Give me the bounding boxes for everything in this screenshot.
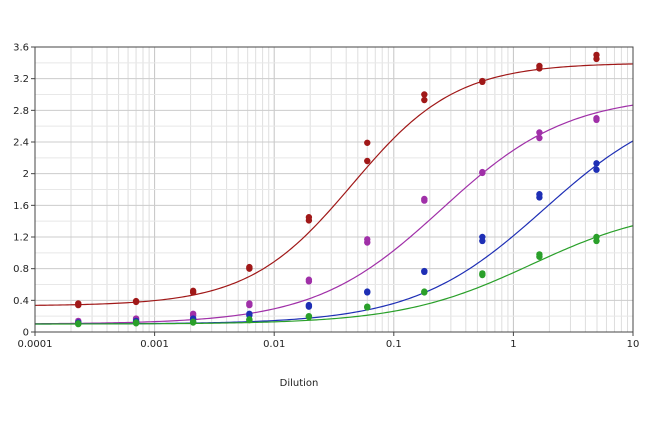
data-point <box>305 301 313 309</box>
data-point <box>246 310 253 317</box>
grid-layer <box>34 47 633 332</box>
y-tick-label: 2 <box>23 169 29 180</box>
data-point <box>364 236 371 243</box>
data-point <box>536 251 543 258</box>
data-point <box>132 319 140 326</box>
x-tick-label: 0.01 <box>263 339 285 350</box>
x-tick-label: 10 <box>627 339 640 350</box>
data-point <box>132 297 140 305</box>
data-point <box>479 168 486 176</box>
data-point <box>479 270 486 277</box>
y-axis-ticks: 0 0.4 0.8 1.2 1.6 2 2.4 2.8 3.2 3.6 <box>13 43 35 339</box>
data-point <box>364 288 371 295</box>
data-points <box>75 51 600 328</box>
data-point <box>479 77 486 85</box>
y-tick-label: 0.8 <box>13 264 29 275</box>
y-tick-label: 0 <box>23 328 29 339</box>
data-point <box>536 129 543 136</box>
data-point <box>421 288 428 295</box>
data-point <box>593 115 600 122</box>
data-point <box>593 51 600 59</box>
data-point <box>593 166 600 173</box>
y-tick-label: 0.4 <box>13 296 29 307</box>
x-tick-label: 0.001 <box>140 339 169 350</box>
data-point <box>364 303 371 310</box>
x-axis-title: Dilution <box>280 378 319 389</box>
data-point <box>421 267 428 275</box>
data-point <box>189 318 197 325</box>
y-tick-label: 1.2 <box>13 233 29 244</box>
data-point <box>189 287 197 295</box>
x-tick-label: 1 <box>510 339 516 350</box>
data-point <box>189 310 197 317</box>
plot-frame <box>34 46 634 333</box>
y-tick-label: 2.8 <box>13 106 29 117</box>
x-tick-label: 0.1 <box>386 339 402 350</box>
data-point <box>479 233 486 241</box>
y-tick-label: 3.2 <box>13 74 29 85</box>
x-tick-label: 0.0001 <box>18 339 53 350</box>
data-point <box>305 214 313 221</box>
data-point <box>364 139 371 146</box>
data-point <box>536 62 543 70</box>
data-point <box>421 195 428 203</box>
data-point <box>305 312 313 320</box>
data-point <box>75 320 82 327</box>
data-point <box>536 191 543 198</box>
y-tick-label: 2.4 <box>13 138 29 149</box>
data-point <box>593 233 600 241</box>
data-point <box>75 300 82 307</box>
data-point <box>246 300 253 307</box>
y-tick-label: 1.6 <box>13 201 29 212</box>
data-point <box>421 96 428 104</box>
x-axis-ticks: 0.0001 0.001 0.01 0.1 1 10 <box>18 332 640 350</box>
data-point <box>593 160 600 167</box>
data-point <box>421 91 428 98</box>
data-point <box>246 263 253 271</box>
data-point <box>536 134 543 142</box>
data-point <box>246 316 253 323</box>
data-point <box>364 157 371 165</box>
y-tick-label: 3.6 <box>13 43 29 54</box>
data-point <box>305 276 313 283</box>
